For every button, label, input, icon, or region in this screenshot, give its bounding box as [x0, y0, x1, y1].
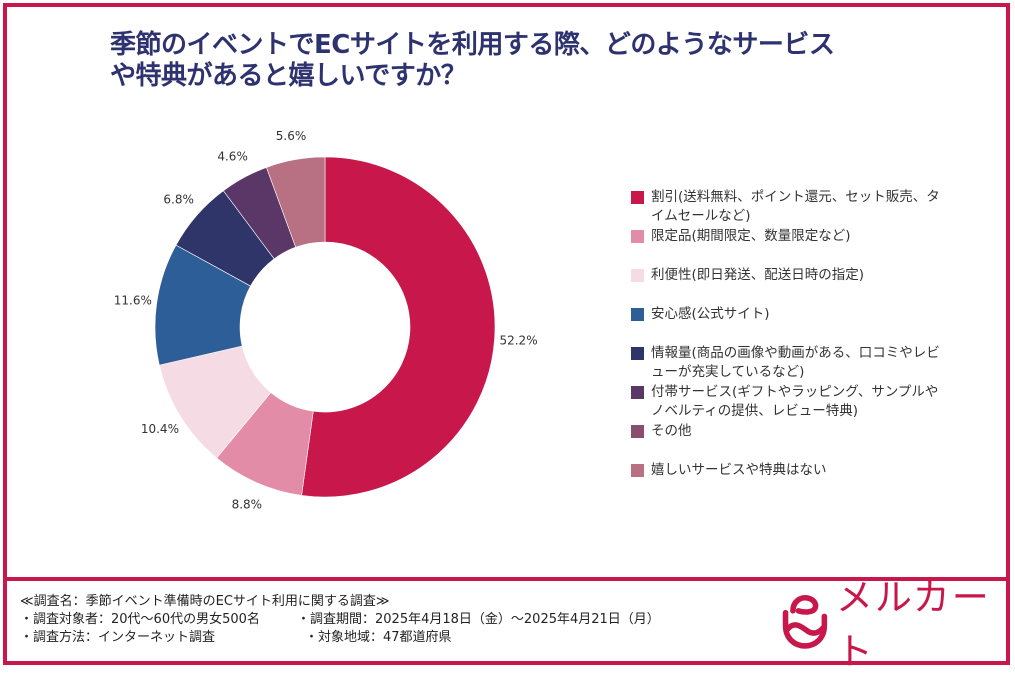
slice-value-label: 4.6% [217, 149, 248, 163]
legend-label: 安心感(公式サイト) [651, 306, 770, 322]
donut-slices [154, 156, 496, 498]
legend-swatch [631, 308, 644, 321]
legend-label: その他 [651, 423, 692, 439]
legend-item: その他 [631, 422, 961, 461]
survey-region: ・対象地域：47都道府県 [305, 630, 452, 645]
brand-logo-icon [782, 595, 828, 649]
brand-logo: メルカート [780, 576, 1015, 673]
footer-frame [3, 577, 1010, 665]
legend-swatch [631, 269, 644, 282]
legend-item: 情報量(商品の画像や動画がある、口コミやレビューが充実しているなど) [631, 344, 961, 383]
slice-value-label: 6.8% [163, 193, 194, 207]
survey-method: ・調査方法：インターネット調査 [20, 630, 216, 645]
survey-target: ・調査対象者：20代〜60代の男女500名 [20, 612, 260, 627]
chart-title-line-2: や特典があると嬉しいですか？ [110, 61, 467, 91]
slice-value-label: 10.4% [141, 422, 179, 436]
legend-swatch [631, 464, 644, 477]
donut-chart: 52.2% 8.8% 10.4% 11.6% 6.8% 4.6% 5.6% [114, 129, 538, 512]
legend-item: 付帯サービス(ギフトやラッピング、サンプルやノベルティの提供、レビュー特典) [631, 383, 961, 422]
legend-swatch [631, 191, 644, 204]
slice-value-label: 5.6% [276, 129, 307, 143]
legend-label: 限定品(期間限定、数量限定など) [651, 228, 851, 244]
legend-label: 利便性(即日発送、配送日時の指定) [651, 267, 865, 283]
chart-title-line-1: 季節のイベントでECサイトを利用する際、どのようなサービス [110, 30, 835, 60]
legend-swatch [631, 386, 644, 399]
legend-item: 嬉しいサービスや特典はない [631, 461, 961, 500]
legend-label: 情報量(商品の画像や動画がある、口コミやレビューが充実しているなど) [651, 345, 940, 380]
chart-legend: 割引(送料無料、ポイント還元、セット販売、タイムセールなど) 限定品(期間限定、… [631, 188, 961, 500]
brand-name: メルカート [835, 576, 991, 673]
donut-labels: 52.2% 8.8% 10.4% 11.6% 6.8% 4.6% 5.6% [114, 129, 538, 512]
legend-label: 付帯サービス(ギフトやラッピング、サンプルやノベルティの提供、レビュー特典) [651, 384, 939, 419]
legend-item: 割引(送料無料、ポイント還元、セット販売、タイムセールなど) [631, 188, 961, 227]
legend-label: 割引(送料無料、ポイント還元、セット販売、タイムセールなど) [651, 189, 940, 224]
legend-item: 利便性(即日発送、配送日時の指定) [631, 266, 961, 305]
chart-title: 季節のイベントでECサイトを利用する際、どのようなサービス や特典があると嬉しい… [110, 30, 910, 92]
slice-value-label: 11.6% [114, 293, 152, 307]
legend-label: 嬉しいサービスや特典はない [651, 462, 827, 478]
donut-slice [301, 156, 496, 498]
slice-value-label: 8.8% [232, 498, 263, 512]
survey-name: ≪調査名：季節イベント準備時のECサイト利用に関する調査≫ [20, 594, 390, 609]
legend-swatch [631, 230, 644, 243]
legend-item: 限定品(期間限定、数量限定など) [631, 227, 961, 266]
legend-item: 安心感(公式サイト) [631, 305, 961, 344]
slice-value-label: 52.2% [499, 333, 537, 347]
legend-swatch [631, 425, 644, 438]
donut-slice [266, 156, 326, 248]
legend-swatch [631, 347, 644, 360]
survey-period: ・調査期間：2025年4月18日（金）〜2025年4月21日（月） [297, 612, 660, 627]
